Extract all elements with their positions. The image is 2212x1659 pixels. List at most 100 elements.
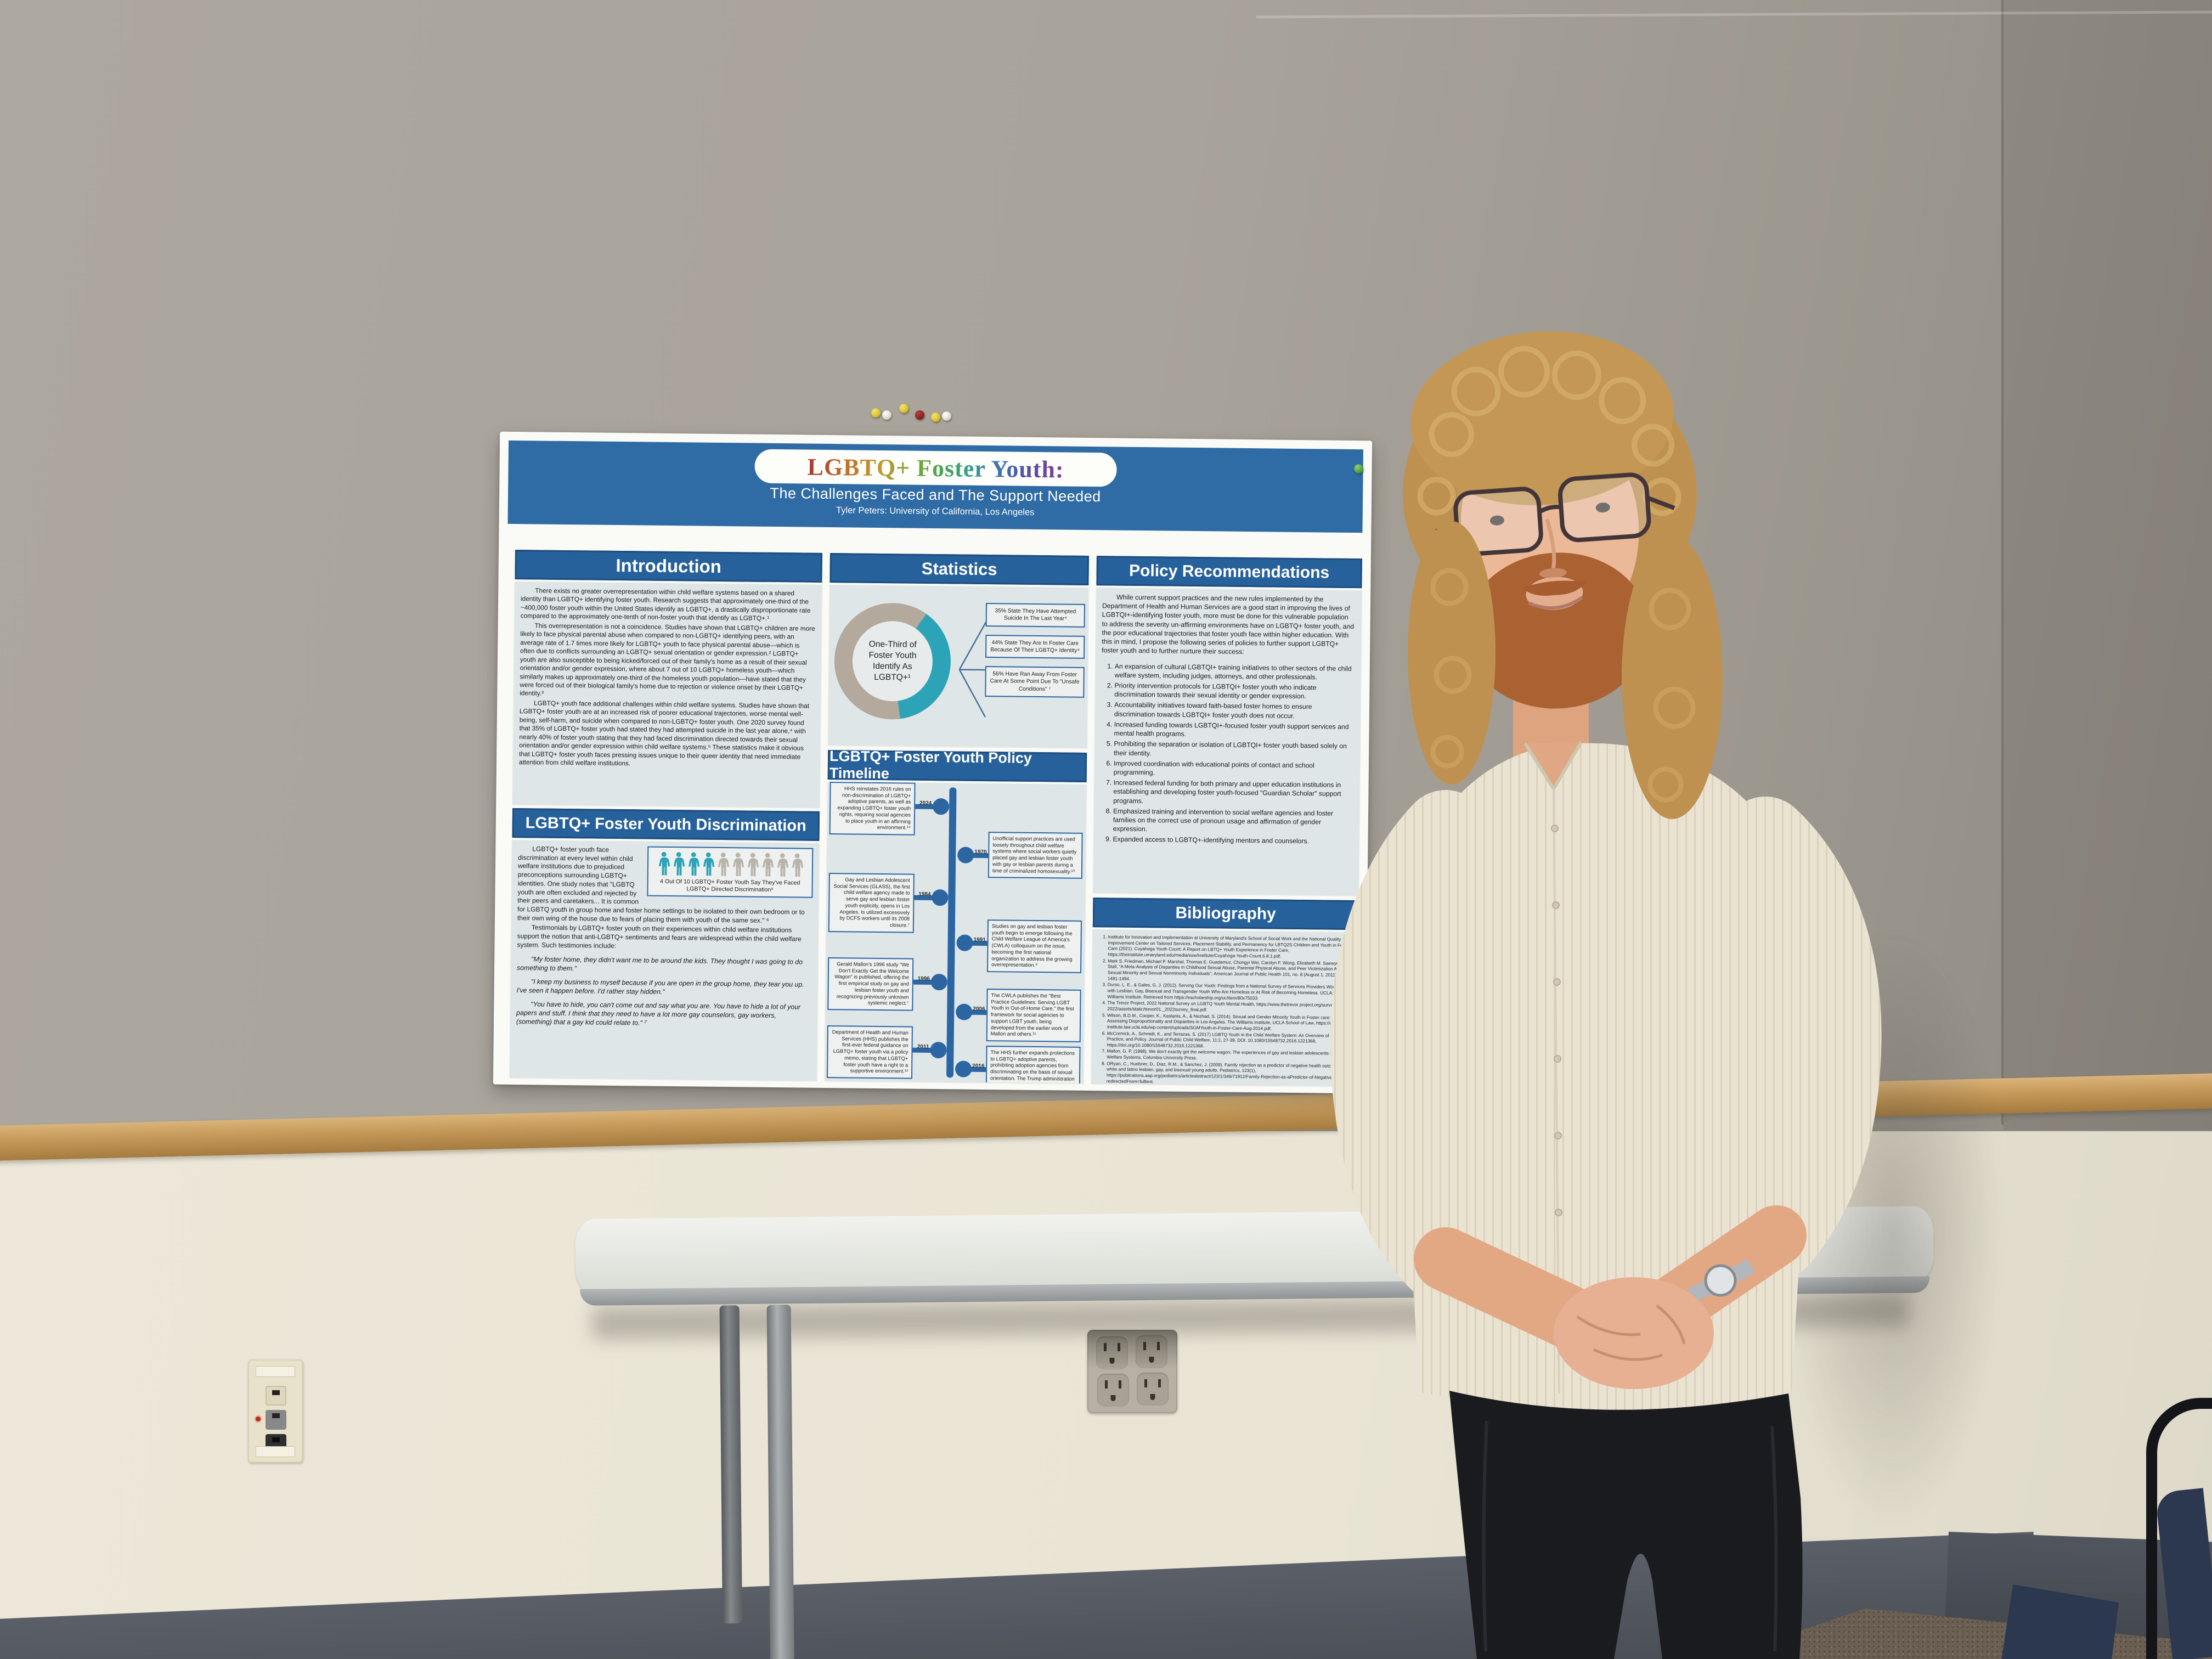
poster-middle-column: Statistics One-Third of Foster Youth Ide…: [824, 553, 1089, 1084]
person-figure-icon: [687, 851, 699, 876]
timeline-event-box: The HHS further expands protections to L…: [985, 1046, 1081, 1084]
ethernet-jack-empty: [266, 1386, 286, 1406]
network-jack-plate: [248, 1359, 303, 1463]
discrimination-panel: 4 Out Of 10 LGBTQ+ Foster Youth Say They…: [509, 839, 820, 1081]
hair-lock-left: [1408, 521, 1496, 785]
discrimination-header: LGBTQ+ Foster Youth Discrimination: [512, 808, 820, 841]
person-figure-icon: [672, 851, 684, 876]
intro-paragraph: This overrepresentation is not a coincid…: [520, 622, 815, 698]
timeline-event-box: Unofficial support practices are used lo…: [988, 832, 1083, 879]
eye-right: [1595, 503, 1610, 513]
collar-edge: [1523, 741, 1583, 790]
intro-paragraph: There exists no greater overrepresentati…: [520, 586, 811, 623]
jack-label-strip: [256, 1446, 295, 1457]
eye-left: [1489, 515, 1504, 526]
power-outlet-quad: [1087, 1330, 1177, 1413]
watch-face: [1704, 1264, 1737, 1297]
testimonial-quote: "You have to hide, you can't come out an…: [516, 1000, 801, 1027]
discrimination-pictograph: 4 Out Of 10 LGBTQ+ Foster Youth Say They…: [647, 846, 814, 899]
timeline-event-box: Gay and Lesbian Adolescent Social Servic…: [828, 873, 915, 933]
timeline-year: 2006: [973, 1006, 985, 1013]
glasses-icon: [1435, 472, 1675, 556]
status-led: [256, 1417, 261, 1421]
table-leg: [719, 1305, 743, 1624]
statistics-header: Statistics: [830, 553, 1089, 585]
timeline-event-box: The CWLA publishes the "Best Practice Gu…: [986, 989, 1081, 1042]
research-poster: LGBTQ+ Foster Youth: The Challenges Face…: [493, 431, 1373, 1094]
timeline-dot-icon: [933, 798, 950, 815]
timeline-year: 1991: [973, 936, 986, 944]
timeline-year: 2011: [917, 1043, 929, 1050]
clasped-hands: [1554, 1277, 1714, 1389]
timeline-event-box: HHS reinstates 2016 rules on non-discrim…: [829, 782, 916, 836]
shirt-torso: [1402, 743, 1809, 1411]
tack-board-corner-shade: [2004, 0, 2212, 1130]
person-figure-icon: [657, 851, 669, 876]
poster-title: LGBTQ+ Foster Youth:: [807, 453, 1064, 483]
hair-lock-right: [1622, 536, 1723, 819]
pants: [1449, 1391, 1803, 1659]
intro-paragraph: LGBTQ+ youth face additional challenges …: [518, 699, 810, 768]
stat-connector-lines: [958, 621, 987, 718]
collar-opening: [1525, 742, 1581, 789]
chair-frame: [2146, 1398, 2212, 1659]
timeline-dot-icon: [930, 973, 947, 991]
timeline-year: 2024: [919, 800, 932, 806]
push-pin-yellow-icon: [899, 404, 909, 413]
pants-creases: [1482, 1420, 1778, 1652]
timeline-year: 1984: [918, 891, 931, 898]
stat-box-column: 35% State They Have Attempted Suicide In…: [985, 603, 1086, 698]
push-pin-white-icon: [882, 410, 891, 420]
statistics-panel: One-Third of Foster Youth Identify As LG…: [828, 585, 1089, 748]
poster-banner: LGBTQ+ Foster Youth: The Challenges Face…: [507, 440, 1364, 533]
mustache: [1521, 580, 1587, 596]
shirt-sleeve-left: [1330, 790, 1489, 1303]
stat-box: 35% State They Have Attempted Suicide In…: [985, 603, 1086, 628]
testimonial-quote: "I keep my business to myself because if…: [516, 978, 804, 996]
push-pin-white-icon: [942, 411, 951, 421]
presenter: [1330, 331, 1882, 1659]
timeline-dot-icon: [957, 847, 974, 864]
hair-curls: [1417, 346, 1681, 516]
timeline-panel: 1970 Unofficial support practices are us…: [824, 781, 1087, 1084]
timeline-dot-icon: [930, 1041, 947, 1059]
timeline-year: 1996: [917, 975, 930, 982]
testimonial-quote: "My foster home, they didn't want me to …: [516, 955, 803, 972]
timeline-event-box: Gerald Mallon's 1996 study "We Don't Exa…: [827, 957, 914, 1011]
person-figure-icon: [731, 852, 743, 877]
timeline-dot-icon: [956, 934, 973, 951]
person-figure-icon: [716, 852, 729, 877]
push-pin-red-icon: [915, 410, 924, 420]
pictograph-caption: 4 Out Of 10 LGBTQ+ Foster Youth Say They…: [659, 878, 800, 894]
shirt-sleeve-right: [1722, 797, 1882, 1279]
shirt-buttons: [1551, 825, 1562, 1216]
poster-title-pill: LGBTQ+ Foster Youth:: [754, 449, 1117, 487]
timeline-event-box: Department of Health and Human Services …: [826, 1025, 913, 1079]
hairline: [1456, 410, 1638, 500]
person-figure-icon: [791, 853, 803, 877]
timeline-dot-icon: [932, 889, 949, 906]
ethernet-jack-gray: [266, 1410, 286, 1430]
introduction-panel: There exists no greater overrepresentati…: [512, 582, 822, 808]
timeline-dot-icon: [956, 1003, 973, 1020]
nose-shadow: [1539, 568, 1567, 578]
wall-panel-seam: [2001, 0, 2004, 1125]
timeline-year: 2016: [972, 1063, 985, 1070]
timeline-header: LGBTQ+ Foster Youth Policy Timeline: [827, 748, 1087, 782]
timeline-axis: [946, 787, 957, 1078]
table-leg: [766, 1305, 794, 1659]
poster-left-column: Introduction There exists no greater ove…: [509, 550, 822, 1081]
push-pin-yellow-icon: [931, 413, 940, 422]
donut-chart: One-Third of Foster Youth Identify As LG…: [833, 602, 952, 720]
pictograph-row: [651, 851, 810, 878]
stat-box: 44% State They Are In Foster Care Becaus…: [985, 634, 1085, 659]
jack-label-strip: [256, 1366, 295, 1377]
mouth: [1528, 596, 1583, 610]
finger-lines: [1576, 1305, 1686, 1361]
discrimination-paragraph: Testimonials by LGBTQ+ foster youth on t…: [517, 923, 802, 950]
hair-lock-curls: [1430, 568, 1696, 803]
push-pin-green-icon: [1354, 464, 1363, 473]
introduction-header: Introduction: [515, 550, 822, 583]
head: [1410, 331, 1681, 709]
